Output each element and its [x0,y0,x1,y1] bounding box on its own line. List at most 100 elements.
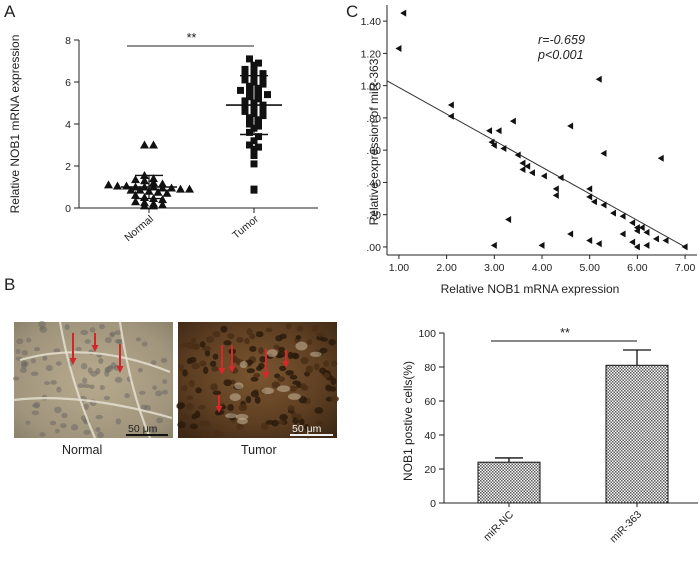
normal-cell-nucleus [50,380,57,385]
panel-c-x-tick-label: 2.00 [436,262,457,274]
tumor-cell-nucleus [271,419,279,427]
panel-d-bar [477,461,541,504]
panel-a-axes: 0 2 4 6 8 [65,35,318,215]
panel-d-category-mir-nc: miR-NC [481,508,516,543]
panel-c-point [505,216,512,224]
tumor-cell-nucleus [177,421,186,429]
panel-c-point [657,154,664,162]
tumor-cell-nucleus [195,387,202,394]
tumor-cell-nucleus [277,350,286,358]
panel-c-point [490,241,497,249]
normal-cell-nucleus [138,390,146,395]
tumor-cell-nucleus [260,422,269,430]
panel-a-normal-point [149,201,158,210]
panel-a-tumor-point [264,91,271,99]
normal-cell-nucleus [82,377,88,384]
panel-c-y-tick-label: .00 [366,242,381,254]
panel-c-y-tick-label: .40 [366,177,381,189]
tumor-cell-nucleus [188,379,195,387]
normal-cell-nucleus [99,324,105,330]
panel-a-significance: ** [187,31,197,45]
tumor-cell-nucleus [328,339,336,346]
panel-c-axes: .00 .20 .40 .60 .80 1.00 1.20 1.40 1.00 2.00 3.00 4… [361,5,697,274]
normal-cell-nucleus [49,420,57,426]
panel-c-point [638,224,645,232]
tumor-stroma [287,393,301,400]
panel-d-y-tick-label: 20 [424,464,436,476]
normal-cell-nucleus [31,410,40,416]
panel-c-y-tick-label: .20 [366,210,381,222]
normal-cell-nucleus [12,376,20,381]
tumor-cell-nucleus [180,342,188,348]
tumor-cell-nucleus [325,384,333,392]
tumor-cell-nucleus [189,356,197,363]
panel-c-point [552,191,559,199]
normal-arrow-head [91,345,99,352]
panel-a-y-tick-label: 2 [65,161,71,173]
panel-a-tumor-point [246,82,253,90]
tumor-cell-nucleus [258,347,264,355]
panel-a-normal-point [113,181,122,190]
panel-a-normal-point [104,180,113,189]
panel-a-tumor-point [255,84,262,92]
tumor-stroma [225,413,237,419]
panel-a-tumor-point [255,90,262,98]
tumor-cell-nucleus [279,365,287,372]
tumor-cell-nucleus [238,403,248,412]
normal-tissue-border [58,321,97,439]
tumor-cell-nucleus [178,364,184,372]
tumor-cell-nucleus [287,405,295,412]
tumor-cell-nucleus [246,328,253,336]
tumor-cell-nucleus [209,360,217,368]
normal-cell-nucleus [64,324,70,331]
tumor-stroma [234,382,244,390]
tumor-cell-nucleus [292,380,301,385]
panel-c-point [610,209,617,217]
normal-cell-nucleus [97,431,104,439]
panel-c-point [509,117,516,125]
scale-bar-label-normal: 50 μm [128,423,158,435]
panel-c-r-annotation: r=-0.659 [538,33,585,47]
panel-a-tumor-point [246,93,253,101]
normal-cell-nucleus [83,403,89,411]
tumor-cell-nucleus [291,411,297,419]
tumor-stroma [309,351,322,357]
panel-c-p-annotation: p<0.001 [537,48,584,62]
panel-c-point [490,141,497,149]
panel-c-point [652,235,659,243]
tumor-cell-nucleus [285,370,294,376]
panel-d-bar-chart: 0 20 40 60 80 100 NOB1 postive cells(%) miR-N… [401,326,698,545]
normal-cell-nucleus [84,339,91,344]
panel-c-point [643,228,650,236]
tumor-arrow-head [218,368,226,375]
panel-c-point [629,238,636,246]
panel-label-a: A [4,2,16,21]
tumor-cell-nucleus [305,365,314,374]
panel-c-point [514,151,521,159]
panel-c-point [586,193,593,201]
normal-cell-nucleus [109,332,115,338]
normal-cell-nucleus [162,389,168,395]
tumor-cell-nucleus [204,349,211,357]
tumor-cell-nucleus [236,423,244,430]
tumor-cell-nucleus [220,325,228,333]
tumor-cell-nucleus [277,376,285,383]
panel-c-point [488,138,495,146]
normal-cell-nucleus [30,371,39,377]
tumor-stroma [235,413,249,420]
tumor-cell-nucleus [296,325,304,332]
panel-c-point [567,230,574,238]
panel-c-x-tick-label: 7.00 [675,262,696,274]
normal-cell-nucleus [124,393,130,399]
panel-c-point [586,236,593,244]
normal-cell-nucleus [33,346,41,352]
tumor-cell-nucleus [182,369,188,377]
tumor-cell-nucleus [300,383,307,391]
tumor-cell-nucleus [254,396,261,404]
panel-a-tumor-point [246,55,253,63]
tumor-cell-nucleus [190,337,197,344]
tumor-cell-nucleus [288,385,298,392]
panel-a-normal-point [131,190,140,199]
panel-c-point [495,127,502,135]
normal-cell-nucleus [137,367,143,373]
